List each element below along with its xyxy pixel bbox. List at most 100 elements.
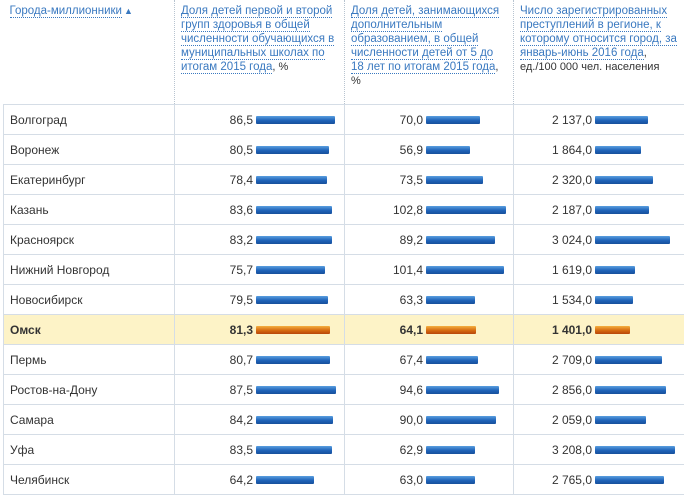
value-bar: [426, 205, 506, 214]
metric-cell-3: 2 765,0: [513, 464, 684, 495]
value-bar: [595, 475, 664, 484]
metric-cell-2: 63,3: [344, 284, 514, 315]
header-col1-unit: , %: [272, 61, 289, 73]
metric-cell-3: 1 864,0: [513, 134, 684, 165]
table-row: Уфа 83,5 62,9 3 208,0: [3, 434, 684, 465]
metric-cell-1: 87,5: [174, 374, 345, 405]
value-bar: [595, 145, 641, 154]
metric-cell-1: 64,2: [174, 464, 345, 495]
header-col2[interactable]: Доля детей, занимающихся дополнительным …: [344, 0, 514, 105]
table-row: Нижний Новгород 75,7 101,4 1 619,0: [3, 254, 684, 285]
city-name-cell: Нижний Новгород: [3, 254, 175, 285]
metric-cell-2: 73,5: [344, 164, 514, 195]
value-bar: [426, 475, 475, 484]
city-name-cell: Волгоград: [3, 104, 175, 135]
city-name-cell: Воронеж: [3, 134, 175, 165]
value-bar: [256, 145, 329, 154]
metric-cell-1: 75,7: [174, 254, 345, 285]
metric-value: 62,9: [399, 442, 423, 457]
sort-arrows-icon[interactable]: ▲︎: [123, 6, 133, 16]
metric-value: 2 856,0: [551, 382, 592, 397]
metric-value: 70,0: [399, 112, 423, 127]
metric-cell-1: 83,6: [174, 194, 345, 225]
metric-cell-3: 1 401,0: [513, 314, 684, 345]
value-bar: [426, 445, 475, 454]
metric-cell-1: 83,2: [174, 224, 345, 255]
header-col2-label[interactable]: Доля детей, занимающихся дополнительным …: [351, 5, 500, 74]
table-row: Самара 84,2 90,0 2 059,0: [3, 404, 684, 435]
value-bar: [256, 175, 327, 184]
metric-cell-2: 56,9: [344, 134, 514, 165]
table-body: Волгоград 86,5 70,0 2 137,0 Воронеж 80,5 56,9 1…: [3, 104, 684, 495]
metric-value: 83,5: [229, 442, 253, 457]
metric-cell-2: 62,9: [344, 434, 514, 465]
metric-value: 78,4: [229, 172, 253, 187]
metric-cell-3: 1 534,0: [513, 284, 684, 315]
metric-cell-1: 80,7: [174, 344, 345, 375]
metric-cell-2: 94,6: [344, 374, 514, 405]
metric-value: 83,6: [229, 202, 253, 217]
metric-cell-2: 102,8: [344, 194, 514, 225]
metric-value: 86,5: [229, 112, 253, 127]
header-city[interactable]: Города-миллионники ▲︎: [4, 0, 175, 105]
header-col1-label[interactable]: Доля детей первой и второй групп здоровь…: [181, 5, 335, 74]
metric-value: 80,7: [229, 352, 253, 367]
table-row: Новосибирск 79,5 63,3 1 534,0: [3, 284, 684, 315]
value-bar: [426, 355, 478, 364]
metric-cell-2: 101,4: [344, 254, 514, 285]
value-bar: [256, 235, 332, 244]
metric-cell-2: 70,0: [344, 104, 514, 135]
table-row: Красноярск 83,2 89,2 3 024,0: [3, 224, 684, 255]
header-city-label[interactable]: Города-миллионники: [9, 5, 122, 18]
metric-cell-3: 2 137,0: [513, 104, 684, 135]
value-bar: [426, 145, 470, 154]
metric-cell-3: 2 187,0: [513, 194, 684, 225]
metric-value: 1 401,0: [551, 322, 592, 337]
value-bar: [595, 325, 630, 334]
value-bar: [256, 355, 330, 364]
city-name-cell: Пермь: [3, 344, 175, 375]
metric-cell-3: 1 619,0: [513, 254, 684, 285]
value-bar: [426, 415, 496, 424]
metric-value: 2 709,0: [551, 352, 592, 367]
metric-value: 2 320,0: [551, 172, 592, 187]
value-bar: [256, 325, 330, 334]
value-bar: [426, 175, 483, 184]
value-bar: [426, 115, 480, 124]
metric-value: 56,9: [399, 142, 423, 157]
metric-value: 87,5: [229, 382, 253, 397]
table-row: Пермь 80,7 67,4 2 709,0: [3, 344, 684, 375]
metric-cell-1: 80,5: [174, 134, 345, 165]
metric-cell-1: 79,5: [174, 284, 345, 315]
metric-cell-2: 90,0: [344, 404, 514, 435]
value-bar: [256, 115, 335, 124]
header-col3[interactable]: Число зарегистрированных преступлений в …: [513, 0, 684, 105]
metric-value: 101,4: [392, 262, 423, 277]
metric-value: 80,5: [229, 142, 253, 157]
table-row: Волгоград 86,5 70,0 2 137,0: [3, 104, 684, 135]
metric-value: 63,3: [399, 292, 423, 307]
value-bar: [595, 115, 648, 124]
metric-cell-1: 83,5: [174, 434, 345, 465]
value-bar: [426, 295, 475, 304]
header-col3-label[interactable]: Число зарегистрированных преступлений в …: [520, 5, 677, 60]
metric-value: 2 059,0: [551, 412, 592, 427]
city-comparison-table: Города-миллионники ▲︎ Доля детей первой и…: [3, 0, 684, 495]
metric-value: 3 208,0: [551, 442, 592, 457]
city-name-cell: Омск: [3, 314, 175, 345]
metric-value: 90,0: [399, 412, 423, 427]
value-bar: [426, 265, 504, 274]
value-bar: [256, 295, 328, 304]
metric-value: 75,7: [229, 262, 253, 277]
metric-value: 3 024,0: [551, 232, 592, 247]
header-col1[interactable]: Доля детей первой и второй групп здоровь…: [174, 0, 345, 105]
metric-value: 89,2: [399, 232, 423, 247]
city-name-cell: Казань: [3, 194, 175, 225]
metric-cell-3: 2 320,0: [513, 164, 684, 195]
value-bar: [595, 445, 675, 454]
value-bar: [595, 415, 646, 424]
metric-value: 64,1: [399, 322, 423, 337]
city-name-cell: Екатеринбург: [3, 164, 175, 195]
value-bar: [595, 235, 670, 244]
